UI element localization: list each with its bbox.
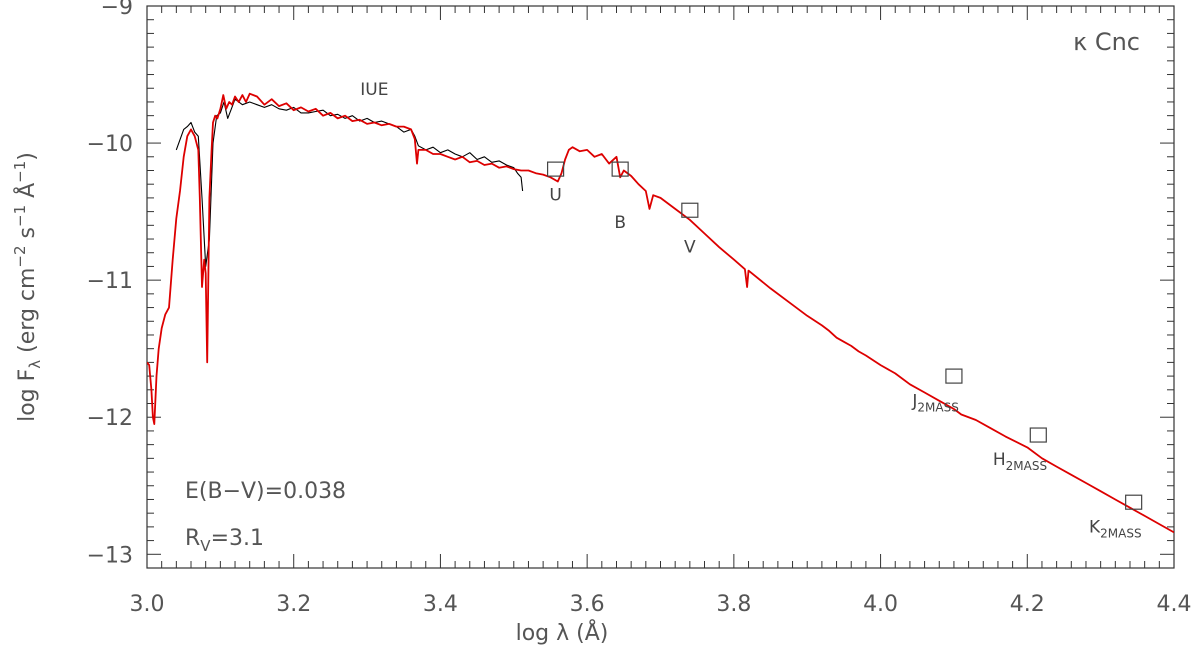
rv-annotation: RV=3.1 [185, 526, 264, 555]
x-axis-title: log λ (Å) [516, 619, 609, 646]
y-tick-label: −12 [87, 406, 133, 431]
y-tick-label: −9 [101, 0, 133, 20]
y-tick-label: −13 [87, 543, 133, 568]
photometry-point-H [1029, 427, 1047, 443]
y-tick-label: −10 [87, 132, 133, 157]
photometry-label-K: K2MASS [1089, 517, 1142, 540]
series-line-model [147, 92, 1174, 534]
photometry-point-U [546, 161, 565, 177]
photometry-point-B [611, 161, 629, 177]
photometry-label-J: J2MASS [911, 391, 958, 414]
x-tick-label: 3.4 [423, 592, 458, 617]
y-axis-title: log Fλ (erg cm−2 s−1 Å−1) [11, 152, 44, 422]
photometry-label-B: B [614, 213, 626, 233]
x-tick-label: 4.0 [863, 592, 898, 617]
ebv-annotation: E(B−V)=0.038 [185, 479, 346, 504]
object-label: κ Cnc [1073, 28, 1140, 56]
y-tick-label: −11 [87, 269, 133, 294]
x-tick-label: 4.2 [1010, 592, 1045, 617]
iue-label: IUE [360, 80, 388, 100]
photometry-points: U B V J2MASS H2MASS K2MASS [546, 161, 1143, 540]
photometry-point-J [945, 368, 963, 384]
photometry-label-H: H2MASS [993, 450, 1047, 473]
x-tick-label: 3.6 [570, 592, 605, 617]
photometry-point-K [1125, 494, 1143, 510]
series-line-observed [175, 98, 524, 267]
tick-labels: 3.0 3.2 3.4 3.6 3.8 4.0 4.2 4.4 −9 −10 −11 −12 −13 [87, 0, 1192, 617]
photometry-label-V: V [684, 238, 696, 258]
x-tick-label: 3.0 [130, 592, 165, 617]
data-series [147, 92, 1174, 534]
x-tick-label: 4.4 [1157, 592, 1192, 617]
x-tick-label: 3.8 [716, 592, 751, 617]
x-tick-label: 3.2 [276, 592, 311, 617]
photometry-point-V [681, 202, 699, 218]
photometry-label-U: U [549, 186, 561, 206]
